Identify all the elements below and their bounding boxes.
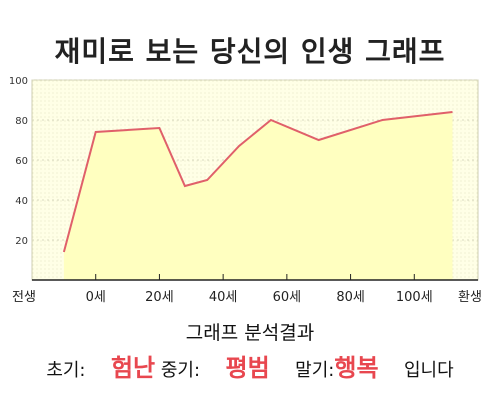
early-value: 험난 bbox=[110, 354, 156, 382]
x-tick-label: 20세 bbox=[145, 290, 174, 305]
x-tick-label: 0세 bbox=[86, 290, 106, 305]
mid-value: 평범 bbox=[225, 354, 270, 382]
x-ticks: 전생 0세 20세 40세 60세 80세 100세 환생 bbox=[12, 274, 482, 305]
x-tick-label: 환생 bbox=[458, 290, 482, 305]
y-tick-label: 100 bbox=[9, 76, 28, 87]
result-title: 그래프 분석결과 bbox=[185, 322, 315, 344]
suffix-text: 입니다 bbox=[404, 360, 454, 381]
result-line: 초기: 험난 중기: 평범 말기:행복 입니다 bbox=[0, 348, 500, 383]
x-tick-label: 40세 bbox=[209, 290, 238, 305]
mid-label: 중기: bbox=[160, 360, 201, 381]
y-tick-label: 20 bbox=[15, 236, 28, 247]
x-tick-label: 전생 bbox=[12, 290, 36, 305]
late-value: 행복 bbox=[334, 354, 379, 382]
y-tick-label: 60 bbox=[15, 156, 28, 167]
y-tick-label: 40 bbox=[15, 196, 28, 207]
early-label: 초기: bbox=[46, 360, 86, 381]
chart-title: 재미로 보는 당신의 인생 그래프 bbox=[54, 35, 446, 68]
x-tick-label: 60세 bbox=[273, 290, 302, 305]
x-tick-label: 100세 bbox=[396, 290, 433, 305]
series-line bbox=[62, 111, 453, 253]
area-fill bbox=[63, 112, 453, 280]
y-tick-label: 80 bbox=[15, 116, 28, 127]
late-label: 말기: bbox=[295, 360, 335, 381]
y-ticks: 20 40 60 80 100 bbox=[9, 76, 28, 247]
x-tick-label: 80세 bbox=[336, 290, 365, 305]
